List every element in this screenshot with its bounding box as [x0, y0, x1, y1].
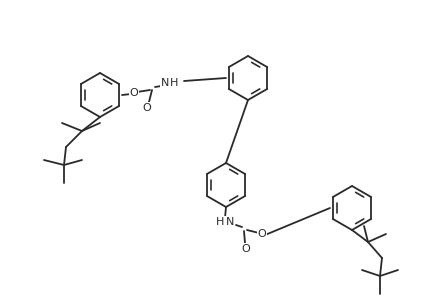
Text: H: H — [170, 78, 179, 88]
Text: N: N — [161, 78, 169, 88]
Text: O: O — [130, 88, 138, 98]
Text: O: O — [258, 229, 266, 239]
Text: O: O — [241, 244, 250, 254]
Text: H: H — [216, 217, 224, 227]
Text: O: O — [143, 103, 152, 113]
Text: N: N — [226, 217, 234, 227]
